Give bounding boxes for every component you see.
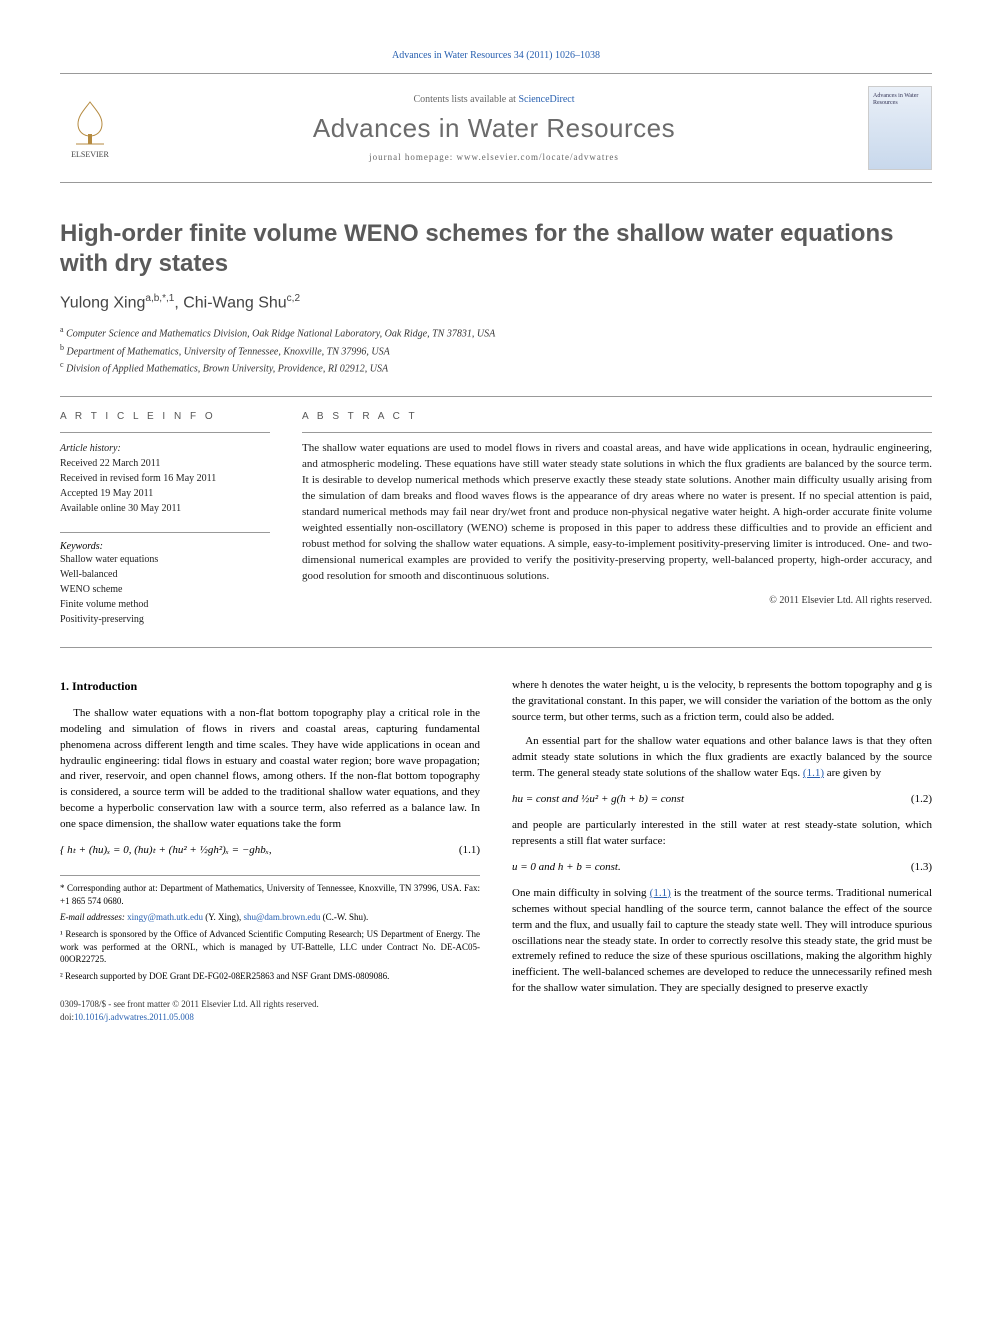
email-link-2[interactable]: shu@dam.brown.edu	[244, 912, 321, 922]
para-r3: and people are particularly interested i…	[512, 818, 932, 850]
author-sep: ,	[174, 294, 183, 311]
keyword: Positivity-preserving	[60, 612, 270, 627]
doi-line: doi:10.1016/j.advwatres.2011.05.008	[60, 1011, 480, 1024]
eq-num: (1.2)	[911, 792, 932, 808]
history-label: Article history:	[60, 441, 270, 456]
masthead-center: Contents lists available at ScienceDirec…	[120, 94, 868, 162]
section-heading: 1. Introduction	[60, 678, 480, 695]
affiliations: a Computer Science and Mathematics Divis…	[60, 324, 932, 376]
eq-num: (1.1)	[459, 843, 480, 859]
column-right: where h denotes the water height, u is t…	[512, 678, 932, 1023]
citation-link[interactable]: Advances in Water Resources 34 (2011) 10…	[392, 50, 600, 61]
abstract-head: A B S T R A C T	[302, 411, 932, 422]
eq-math: u = 0 and h + b = const.	[512, 860, 621, 876]
author-2-sup: c,2	[287, 293, 300, 304]
homepage-line: journal homepage: www.elsevier.com/locat…	[120, 152, 868, 162]
contents-prefix: Contents lists available at	[413, 94, 518, 105]
keyword: WENO scheme	[60, 582, 270, 597]
contents-line: Contents lists available at ScienceDirec…	[120, 94, 868, 105]
keyword: Shallow water equations	[60, 552, 270, 567]
footnote-1: ¹ Research is sponsored by the Office of…	[60, 928, 480, 966]
elsevier-logo: ELSEVIER	[60, 93, 120, 163]
author-1: Yulong Xing	[60, 294, 145, 311]
elsevier-tree-icon	[68, 98, 112, 148]
abstract-text: The shallow water equations are used to …	[302, 441, 932, 584]
history-accepted: Accepted 19 May 2011	[60, 486, 270, 501]
column-left: 1. Introduction The shallow water equati…	[60, 678, 480, 1023]
eq-math: { hₜ + (hu)ₓ = 0, (hu)ₜ + (hu² + ½gh²)ₓ …	[60, 843, 272, 859]
para-r1: where h denotes the water height, u is t…	[512, 678, 932, 726]
affiliation-a: a Computer Science and Mathematics Divis…	[60, 324, 932, 341]
article-info: A R T I C L E I N F O Article history: R…	[60, 411, 270, 627]
eq-ref-link[interactable]: (1.1)	[803, 767, 824, 779]
masthead: ELSEVIER Contents lists available at Sci…	[60, 73, 932, 183]
article-title: High-order finite volume WENO schemes fo…	[60, 219, 932, 279]
eq-math: hu = const and ½u² + g(h + b) = const	[512, 792, 684, 808]
citation-vol: 34 (2011) 1026–1038	[514, 50, 600, 61]
equation-1-3: u = 0 and h + b = const. (1.3)	[512, 860, 932, 876]
rule-kw	[60, 532, 270, 533]
history-revised: Received in revised form 16 May 2011	[60, 471, 270, 486]
keywords-head: Keywords:	[60, 541, 270, 552]
para-1: The shallow water equations with a non-f…	[60, 706, 480, 834]
history-received: Received 22 March 2011	[60, 456, 270, 471]
rule-abs	[302, 432, 932, 433]
author-2: Chi-Wang Shu	[183, 294, 286, 311]
author-1-sup: a,b,*,1	[145, 293, 174, 304]
elsevier-text: ELSEVIER	[71, 150, 109, 159]
rule-2	[60, 647, 932, 648]
header-citation: Advances in Water Resources 34 (2011) 10…	[60, 50, 932, 61]
affiliation-b: b Department of Mathematics, University …	[60, 342, 932, 359]
keywords-list: Shallow water equations Well-balanced WE…	[60, 552, 270, 627]
equation-1-2: hu = const and ½u² + g(h + b) = const (1…	[512, 792, 932, 808]
para-r2: An essential part for the shallow water …	[512, 734, 932, 782]
abstract-copyright: © 2011 Elsevier Ltd. All rights reserved…	[302, 595, 932, 606]
footnotes: * Corresponding author at: Department of…	[60, 875, 480, 982]
keyword: Finite volume method	[60, 597, 270, 612]
journal-name: Advances in Water Resources	[120, 113, 868, 144]
eq-num: (1.3)	[911, 860, 932, 876]
equation-1-1: { hₜ + (hu)ₓ = 0, (hu)ₜ + (hu² + ½gh²)ₓ …	[60, 843, 480, 859]
sciencedirect-link[interactable]: ScienceDirect	[518, 94, 574, 105]
rule-info	[60, 432, 270, 433]
footnote-corr: * Corresponding author at: Department of…	[60, 882, 480, 907]
para-r4: One main difficulty in solving (1.1) is …	[512, 886, 932, 998]
info-abstract-row: A R T I C L E I N F O Article history: R…	[60, 411, 932, 627]
issn-line: 0309-1708/$ - see front matter © 2011 El…	[60, 998, 480, 1011]
journal-cover-thumbnail	[868, 86, 932, 170]
doi-link[interactable]: 10.1016/j.advwatres.2011.05.008	[74, 1012, 194, 1022]
history-online: Available online 30 May 2011	[60, 501, 270, 516]
email-link-1[interactable]: xingy@math.utk.edu	[127, 912, 203, 922]
article-history: Article history: Received 22 March 2011 …	[60, 441, 270, 516]
eq-ref-link-2[interactable]: (1.1)	[650, 887, 671, 899]
keyword: Well-balanced	[60, 567, 270, 582]
authors: Yulong Xinga,b,*,1, Chi-Wang Shuc,2	[60, 293, 932, 312]
rule-1	[60, 396, 932, 397]
body-columns: 1. Introduction The shallow water equati…	[60, 678, 932, 1023]
article-info-head: A R T I C L E I N F O	[60, 411, 270, 422]
abstract: A B S T R A C T The shallow water equati…	[302, 411, 932, 627]
footnote-emails: E-mail addresses: xingy@math.utk.edu (Y.…	[60, 911, 480, 924]
citation-journal: Advances in Water Resources	[392, 50, 511, 61]
keywords: Keywords: Shallow water equations Well-b…	[60, 541, 270, 627]
footnote-2: ² Research supported by DOE Grant DE-FG0…	[60, 970, 480, 983]
affiliation-c: c Division of Applied Mathematics, Brown…	[60, 359, 932, 376]
bottom-bar: 0309-1708/$ - see front matter © 2011 El…	[60, 998, 480, 1023]
